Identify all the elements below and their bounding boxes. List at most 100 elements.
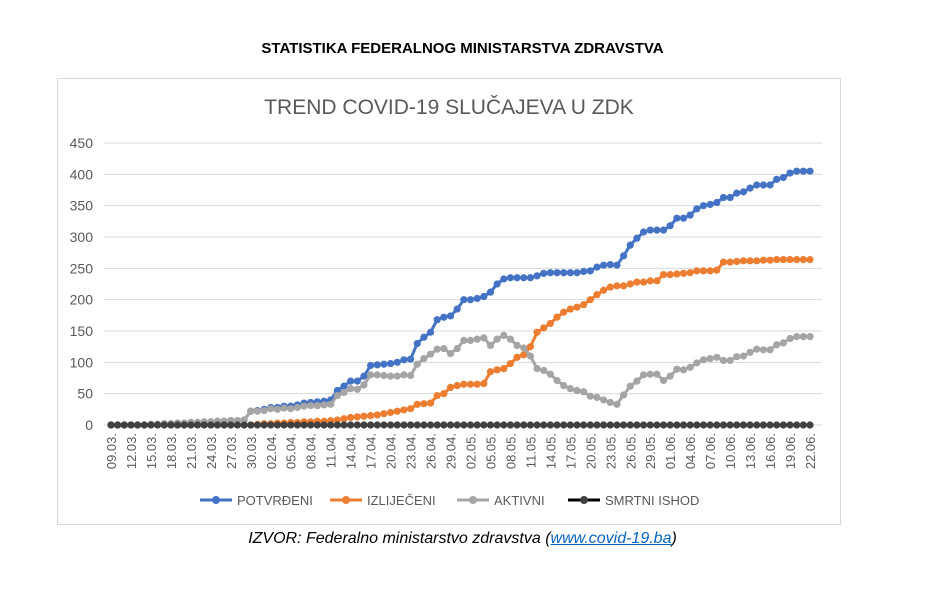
data-point xyxy=(260,406,268,415)
data-point xyxy=(240,421,248,429)
x-tick-label: 29.04. xyxy=(444,433,459,469)
data-point xyxy=(573,386,581,395)
x-tick-label: 30.03. xyxy=(244,433,259,469)
data-point xyxy=(393,407,401,415)
data-point xyxy=(500,365,508,373)
series-line-0 xyxy=(111,169,810,427)
data-point xyxy=(693,421,701,429)
source-prefix: IZVOR: Federalno ministarstvo zdravstva … xyxy=(248,530,551,547)
data-point xyxy=(546,421,554,429)
data-point xyxy=(679,214,688,222)
data-point xyxy=(393,421,401,429)
data-point xyxy=(540,366,548,375)
data-point xyxy=(413,360,421,368)
x-tick-label: 18.03. xyxy=(164,433,179,469)
data-point xyxy=(553,421,561,429)
data-point xyxy=(506,335,515,343)
data-point xyxy=(387,372,395,380)
data-point xyxy=(586,421,594,429)
data-point xyxy=(546,370,554,378)
data-point xyxy=(526,352,535,360)
data-point xyxy=(380,360,388,368)
data-point xyxy=(327,421,335,429)
data-point xyxy=(506,421,515,429)
data-point xyxy=(500,421,508,429)
data-point xyxy=(739,352,748,360)
data-point xyxy=(347,377,355,385)
data-point xyxy=(553,376,561,385)
data-point xyxy=(593,393,601,402)
data-point xyxy=(307,421,315,429)
y-tick-label: 450 xyxy=(70,135,94,151)
data-point xyxy=(653,226,661,234)
data-point xyxy=(433,316,441,324)
data-point xyxy=(380,371,388,380)
data-point xyxy=(347,413,355,422)
data-point xyxy=(500,331,508,339)
data-point xyxy=(766,346,774,354)
data-point xyxy=(400,406,408,414)
data-point xyxy=(473,294,481,303)
data-point xyxy=(273,421,282,429)
data-point xyxy=(733,257,741,266)
data-point xyxy=(633,377,641,385)
x-tick-label: 22.06. xyxy=(803,433,818,469)
y-tick-label: 400 xyxy=(70,166,94,182)
data-point xyxy=(786,169,794,177)
x-tick-label: 01.06. xyxy=(663,433,678,469)
data-point xyxy=(633,234,641,242)
data-point xyxy=(566,385,574,393)
data-point xyxy=(560,381,568,390)
data-point xyxy=(746,257,754,265)
data-point xyxy=(626,280,634,288)
data-point xyxy=(480,421,488,429)
x-tick-label: 05.05. xyxy=(483,433,498,469)
data-point xyxy=(686,363,694,371)
data-point xyxy=(799,333,807,341)
data-point xyxy=(253,421,262,429)
x-tick-label: 17.04. xyxy=(364,433,379,469)
data-point xyxy=(280,404,288,412)
data-point xyxy=(699,356,708,364)
data-point xyxy=(486,368,495,376)
data-point xyxy=(799,255,807,264)
data-point xyxy=(433,421,441,429)
data-point xyxy=(347,385,355,393)
x-tick-label: 19.06. xyxy=(783,433,798,469)
x-tick-label: 21.03. xyxy=(184,433,199,469)
data-point xyxy=(706,354,714,363)
data-point xyxy=(673,214,681,222)
data-point xyxy=(639,371,648,379)
data-point xyxy=(746,348,754,356)
data-point xyxy=(713,198,721,207)
data-point xyxy=(453,421,461,429)
data-point xyxy=(773,421,781,429)
legend-marker xyxy=(212,496,220,504)
data-point xyxy=(520,344,528,352)
source-caption: IZVOR: Federalno ministarstvo zdravstva … xyxy=(0,530,925,548)
data-point xyxy=(300,421,308,429)
data-point xyxy=(806,167,814,175)
data-point xyxy=(620,252,628,260)
x-tick-label: 26.05. xyxy=(623,433,638,469)
data-point xyxy=(353,413,361,421)
data-point xyxy=(340,382,348,390)
source-link[interactable]: www.covid-19.ba xyxy=(550,530,672,547)
data-point xyxy=(779,339,787,347)
data-point xyxy=(333,416,341,424)
data-point xyxy=(573,269,581,277)
data-point xyxy=(520,421,528,429)
data-point xyxy=(493,366,501,374)
data-point xyxy=(173,421,182,429)
data-point xyxy=(360,381,368,389)
data-point xyxy=(406,355,415,363)
data-point xyxy=(400,421,408,429)
data-point xyxy=(606,260,614,269)
data-point xyxy=(500,275,508,283)
data-point xyxy=(626,421,634,429)
data-point xyxy=(420,421,428,429)
data-point xyxy=(620,421,628,429)
data-point xyxy=(340,421,348,429)
data-point xyxy=(706,200,714,209)
legend-label: AKTIVNI xyxy=(494,493,545,508)
